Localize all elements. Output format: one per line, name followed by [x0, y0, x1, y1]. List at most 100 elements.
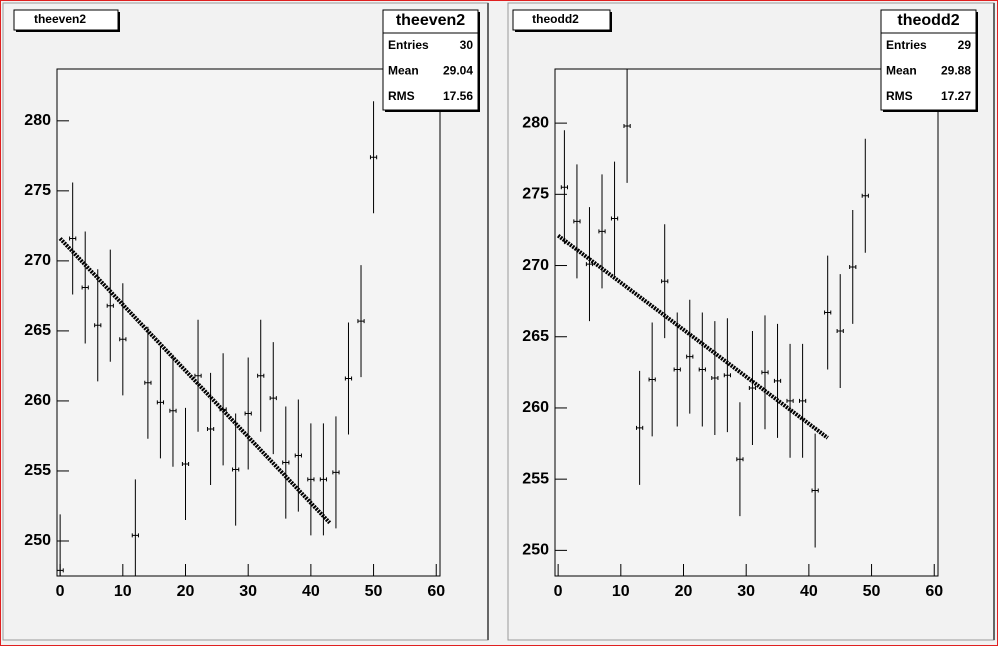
error-bar	[69, 182, 77, 295]
x-tick-label: 30	[737, 583, 755, 600]
plot-frame	[554, 68, 939, 577]
y-tick-label: 270	[522, 257, 549, 274]
error-bar	[244, 357, 252, 470]
error-bar	[711, 321, 719, 436]
error-bar	[357, 265, 365, 378]
error-bar	[585, 207, 594, 322]
x-tick-label: 0	[56, 583, 65, 600]
x-tick-label: 60	[427, 583, 445, 600]
stats-title: theeven2	[396, 12, 465, 29]
error-bar	[849, 209, 857, 324]
title: theeven2	[34, 12, 86, 26]
error-bar	[560, 130, 569, 245]
error-bar	[219, 353, 227, 466]
error-bar	[598, 174, 606, 289]
x-tick-label: 50	[365, 583, 383, 600]
data-area	[57, 101, 378, 576]
error-bar	[723, 318, 731, 433]
y-tick-label: 255	[522, 470, 549, 487]
stats-box	[382, 9, 479, 111]
error-bar	[861, 138, 869, 253]
x-tick-label: 10	[612, 583, 630, 600]
data-area	[556, 69, 869, 548]
error-bar	[661, 224, 669, 339]
stats-value: 30	[460, 38, 474, 52]
y-tick-label: 280	[24, 112, 51, 129]
stats-label: RMS	[886, 89, 913, 103]
error-bar	[686, 299, 694, 414]
title: theodd2	[532, 12, 579, 26]
error-bar	[786, 343, 794, 458]
title-box	[13, 9, 119, 31]
error-bar	[106, 249, 114, 362]
x-tick-label: 10	[114, 583, 132, 600]
stats-box	[880, 9, 977, 111]
stats-value: 29	[958, 38, 972, 52]
stats-label: Mean	[388, 64, 419, 78]
error-bar	[836, 274, 844, 389]
x-tick-label: 60	[925, 583, 943, 600]
error-bar	[282, 406, 290, 519]
plot-frame	[56, 68, 441, 577]
y-tick-label: 255	[24, 462, 51, 479]
error-bar	[169, 354, 177, 467]
x-tick-label: 0	[554, 583, 563, 600]
y-tick-label: 260	[522, 399, 549, 416]
x-tick-label: 40	[302, 583, 320, 600]
error-bar	[344, 322, 353, 435]
error-bar	[698, 312, 706, 427]
y-tick-label: 270	[24, 252, 51, 269]
stats-label: Entries	[886, 38, 927, 52]
stats-value: 17.27	[941, 89, 971, 103]
stats-value: 29.88	[941, 64, 971, 78]
y-tick-label: 265	[522, 328, 549, 345]
error-bar	[194, 319, 202, 432]
error-bar	[319, 423, 328, 536]
y-tick-label: 250	[24, 532, 51, 549]
error-bar	[131, 479, 139, 576]
x-tick-label: 30	[239, 583, 257, 600]
error-bar	[623, 69, 631, 183]
error-bar	[156, 346, 165, 459]
error-bar	[673, 312, 681, 427]
error-bar	[94, 269, 102, 382]
x-tick-label: 20	[177, 583, 195, 600]
error-bar	[269, 342, 277, 455]
error-bar	[294, 399, 302, 512]
error-bar	[648, 322, 656, 437]
error-bar	[610, 161, 619, 276]
error-bar	[573, 164, 581, 279]
x-tick-label: 40	[800, 583, 818, 600]
error-bar	[232, 413, 240, 526]
stats-label: Mean	[886, 64, 917, 78]
error-bar	[748, 331, 757, 445]
error-bar	[369, 101, 378, 214]
error-bar	[57, 514, 64, 576]
y-tick-label: 280	[522, 114, 549, 131]
error-bar	[824, 255, 832, 370]
y-tick-label: 250	[522, 542, 549, 559]
error-bar	[636, 370, 644, 485]
error-bar	[307, 423, 315, 536]
error-bar	[811, 433, 819, 548]
error-bar	[257, 319, 265, 432]
fit-line	[556, 234, 829, 440]
x-tick-label: 20	[675, 583, 693, 600]
error-bar	[799, 343, 807, 458]
error-bar	[761, 315, 769, 430]
stats-label: RMS	[388, 89, 415, 103]
stats-value: 17.56	[443, 89, 473, 103]
error-bar	[332, 416, 340, 529]
y-tick-label: 260	[24, 392, 51, 409]
stats-value: 29.04	[443, 64, 473, 78]
stats-title: theodd2	[897, 12, 959, 29]
title-box	[512, 9, 611, 31]
error-bar	[206, 372, 215, 485]
error-bar	[773, 323, 782, 438]
stats-label: Entries	[388, 38, 429, 52]
error-bar	[119, 283, 127, 396]
fit-line	[58, 237, 332, 525]
y-tick-label: 275	[24, 182, 51, 199]
error-bar	[81, 231, 89, 344]
